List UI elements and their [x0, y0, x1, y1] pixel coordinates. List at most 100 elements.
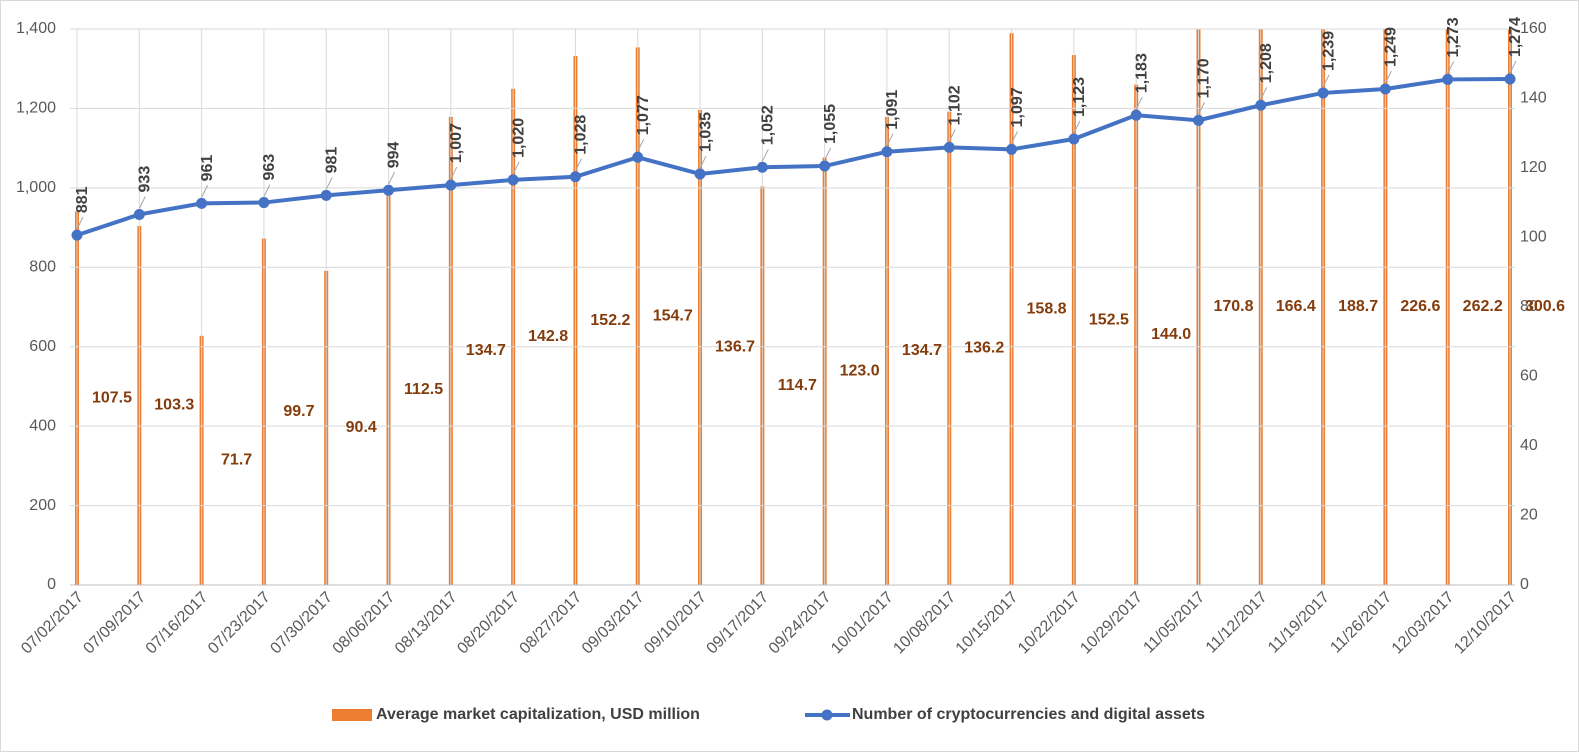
y2-tick-label: 100: [1520, 229, 1547, 246]
line-point: [71, 229, 83, 241]
line-point: [1068, 133, 1080, 145]
y2-tick-label: 160: [1520, 20, 1547, 37]
line-value-label: 933: [137, 166, 154, 193]
line-point: [258, 197, 270, 209]
line-value-label: 1,052: [760, 105, 777, 145]
y-tick-label: 1,200: [16, 100, 56, 117]
line-point: [881, 146, 893, 158]
line-value-label: 1,097: [1009, 87, 1026, 127]
line-value-label: 1,091: [884, 90, 901, 130]
label-leader: [201, 185, 209, 198]
legend-swatch: [332, 709, 372, 721]
bar-value-label: 107.5: [92, 389, 132, 406]
bar-value-label: 262.2: [1463, 298, 1503, 315]
label-leader: [1073, 120, 1081, 134]
bar-value-label: 134.7: [466, 342, 506, 359]
label-leader: [263, 184, 271, 197]
line-value-label: 1,170: [1196, 58, 1213, 98]
line-point: [1379, 83, 1391, 95]
label-leader: [699, 155, 707, 169]
y-tick-label: 200: [29, 497, 56, 514]
line-value-label: 1,183: [1133, 53, 1150, 93]
bar-value-label: 300.6: [1525, 298, 1565, 315]
line-value-label: 1,249: [1383, 27, 1400, 67]
line-value-label: 1,239: [1320, 31, 1337, 71]
bar-value-label: 188.7: [1338, 298, 1378, 315]
line-value-label: 1,273: [1445, 17, 1462, 57]
label-leader: [1260, 87, 1268, 100]
legend-label: Average market capitalization, USD milli…: [376, 706, 700, 723]
line-point: [1255, 99, 1267, 111]
label-leader: [637, 139, 645, 152]
y2-tick-label: 60: [1520, 368, 1538, 385]
label-leader: [512, 161, 520, 175]
y2-tick-label: 140: [1520, 90, 1547, 107]
bar-value-label: 136.7: [715, 339, 755, 356]
line-value-label: 1,102: [946, 85, 963, 125]
y-tick-label: 1,000: [16, 179, 56, 196]
label-leader: [1135, 96, 1143, 110]
label-leader: [574, 158, 582, 171]
line-point: [133, 208, 145, 220]
label-leader: [1384, 70, 1392, 84]
label-leader: [1198, 102, 1205, 115]
line-point: [694, 168, 706, 180]
line-point: [1006, 143, 1018, 155]
label-leader: [138, 196, 146, 209]
line-point: [320, 189, 332, 201]
line-value-label: 1,028: [573, 115, 590, 155]
y2-tick-label: 0: [1520, 576, 1529, 593]
line-value-label: 994: [386, 141, 403, 168]
y2-tick-label: 20: [1520, 507, 1538, 524]
y-tick-label: 1,400: [16, 20, 56, 37]
line-value-label: 1,035: [697, 112, 714, 152]
line-point: [445, 179, 457, 191]
y2-tick-label: 40: [1520, 437, 1538, 454]
label-leader: [76, 216, 84, 230]
bar-value-label: 134.7: [902, 342, 942, 359]
line-value-label: 1,274: [1507, 17, 1524, 57]
bar-value-label: 144.0: [1151, 326, 1191, 343]
line-point: [943, 141, 955, 153]
line-value-label: 1,123: [1071, 77, 1088, 117]
bar-value-label: 226.6: [1400, 298, 1440, 315]
bar-value-label: 103.3: [154, 397, 194, 414]
line-value-label: 1,020: [510, 118, 527, 158]
line-value-label: 961: [199, 155, 216, 182]
line-point: [756, 161, 768, 173]
line-point: [1504, 73, 1516, 85]
line-point: [507, 174, 519, 186]
label-leader: [1322, 74, 1330, 88]
y-tick-label: 600: [29, 338, 56, 355]
line-point: [1130, 109, 1142, 121]
line-point: [196, 197, 208, 209]
bar-value-label: 170.8: [1213, 298, 1253, 315]
label-leader: [325, 177, 333, 190]
bar-value-label: 154.7: [653, 307, 693, 324]
legend-label: Number of cryptocurrencies and digital a…: [852, 706, 1205, 723]
label-leader: [948, 129, 956, 142]
line-value-label: 1,055: [822, 104, 839, 144]
line-point: [1317, 87, 1329, 99]
bar-value-label: 136.2: [964, 340, 1004, 357]
label-leader: [761, 148, 769, 162]
line-point: [569, 171, 581, 183]
line-value-label: 881: [74, 186, 91, 213]
label-leader: [886, 133, 894, 146]
bar-value-label: 166.4: [1276, 298, 1316, 315]
y-tick-label: 0: [47, 576, 56, 593]
line-point: [383, 184, 395, 196]
line-value-label: 963: [261, 154, 278, 181]
line-value-label: 1,007: [448, 123, 465, 163]
y-tick-label: 400: [29, 417, 56, 434]
bar-value-label: 142.8: [528, 328, 568, 345]
bar-value-label: 152.5: [1089, 311, 1129, 328]
bar-value-label: 123.0: [840, 363, 880, 380]
line-value-label: 1,077: [635, 95, 652, 135]
line-point: [1442, 73, 1454, 85]
bar-value-label: 99.7: [283, 403, 314, 420]
line-point: [819, 160, 831, 172]
y-tick-label: 800: [29, 259, 56, 276]
line-point: [632, 151, 644, 163]
